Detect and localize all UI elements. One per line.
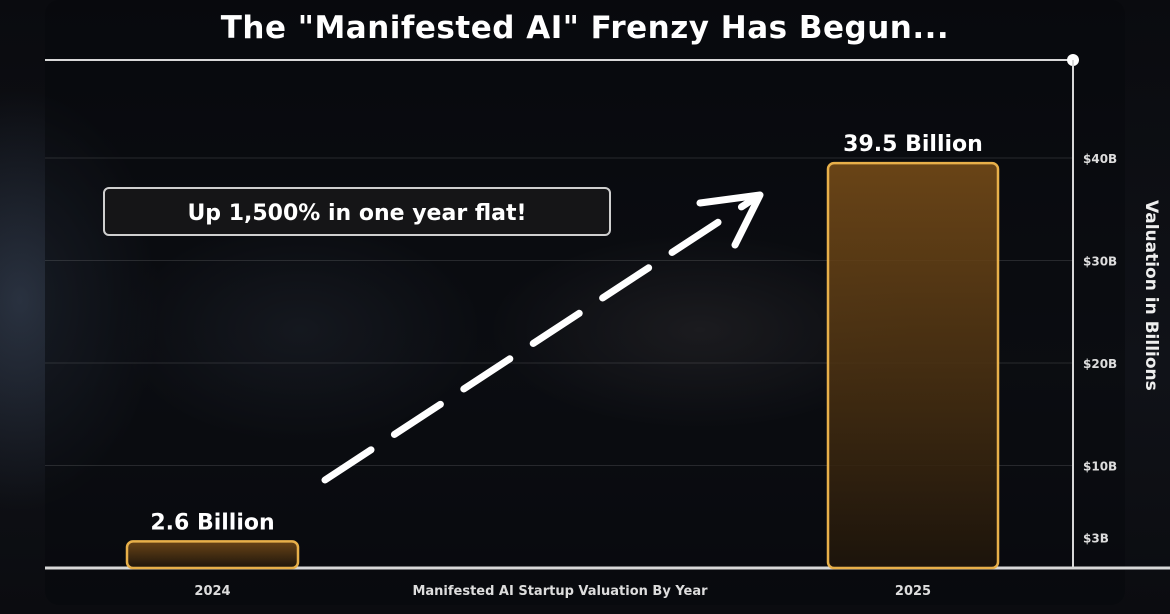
- data-label: 2.6 Billion: [150, 510, 274, 535]
- data-label: 39.5 Billion: [843, 132, 983, 157]
- annotation-box: Up 1,500% in one year flat!: [103, 187, 611, 236]
- y-tick-label: $20B: [1083, 357, 1117, 371]
- dashed-arrow-shaft: [321, 196, 756, 484]
- x-tick-label: 2024: [194, 584, 230, 599]
- bar-2025: [826, 161, 1000, 570]
- arrow-head-icon: [696, 191, 764, 249]
- x-axis-title: Manifested AI Startup Valuation By Year: [412, 584, 708, 599]
- y-axis-title: Valuation in Billions: [1141, 200, 1161, 391]
- y-tick-label: $30B: [1083, 255, 1117, 269]
- chart-title: The "Manifested AI" Frenzy Has Begun...: [220, 10, 950, 46]
- y-tick-label: $3B: [1083, 531, 1109, 545]
- y-tick-label: $40B: [1083, 152, 1117, 166]
- y-tick-label: $10B: [1083, 460, 1117, 474]
- x-tick-label: 2025: [895, 584, 931, 599]
- bar-2024: [125, 540, 300, 570]
